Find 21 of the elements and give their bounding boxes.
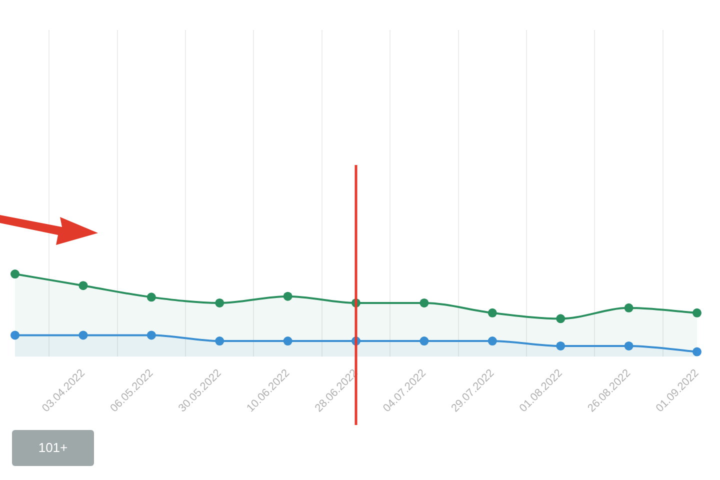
point (488, 308, 497, 318)
point (78, 330, 88, 340)
point (420, 336, 429, 346)
point (215, 298, 224, 308)
point (488, 336, 497, 346)
point (692, 347, 702, 356)
point (10, 330, 20, 340)
point (283, 336, 292, 346)
point (146, 330, 156, 340)
point (556, 341, 566, 350)
point (10, 270, 20, 279)
point (624, 341, 634, 350)
point (283, 292, 292, 301)
point (146, 292, 156, 302)
point (215, 336, 224, 346)
point (556, 314, 566, 324)
point (420, 298, 429, 308)
text: 101+ (12, 430, 94, 466)
point (78, 281, 88, 290)
point (692, 308, 702, 318)
point (624, 303, 634, 312)
